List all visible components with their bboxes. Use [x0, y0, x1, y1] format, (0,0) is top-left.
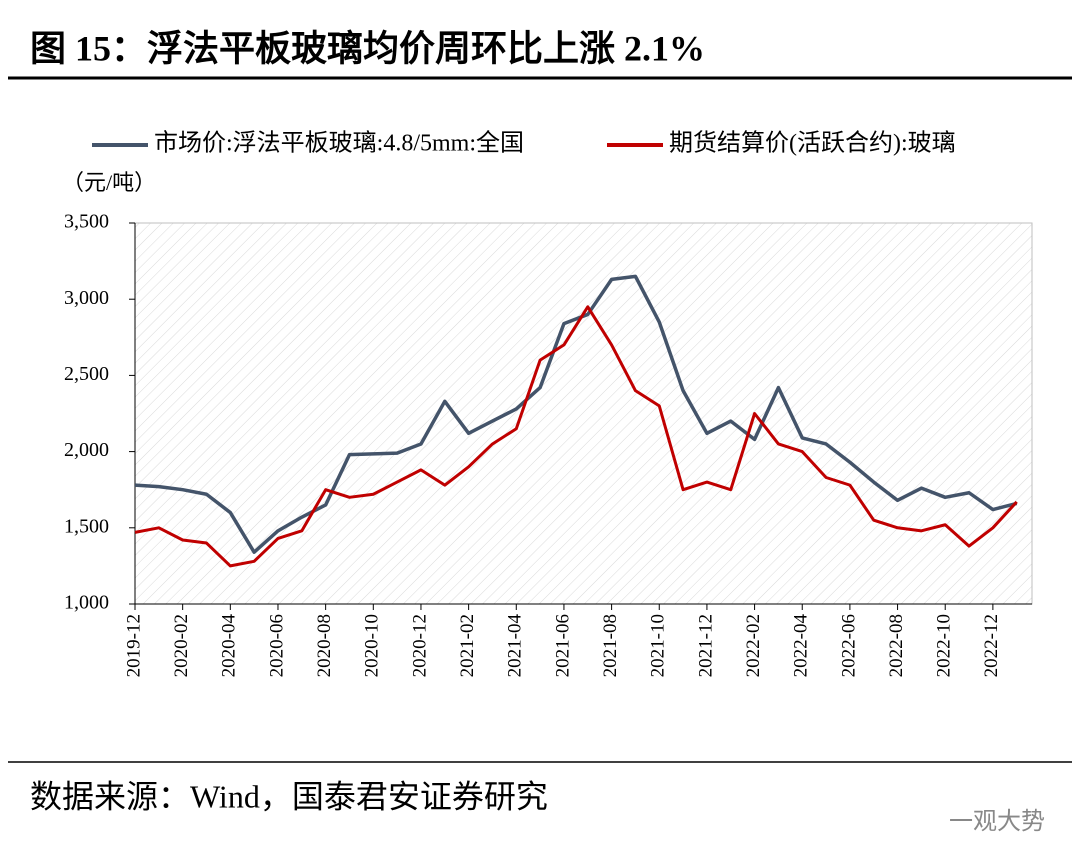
y-tick-label: 2,500 [64, 363, 109, 385]
x-tick-label: 2022-06 [838, 614, 859, 677]
x-tick-label: 2022-12 [981, 614, 1002, 677]
x-tick-label: 2020-10 [362, 614, 383, 677]
chart-title: 图 15：浮法平板玻璃均价周环比上涨 2.1% [30, 28, 705, 68]
series-line [134, 305, 1018, 568]
y-tick-label: 3,500 [64, 211, 109, 233]
x-tick-label: 2021-06 [552, 614, 573, 677]
source: 数据来源：Wind，国泰君安证券研究 [30, 778, 548, 814]
x-tick-label: 2022-10 [934, 614, 955, 677]
x-tick-label: 2020-12 [409, 614, 430, 677]
x-tick-label: 2021-12 [695, 614, 716, 677]
x-tick-label: 2019-12 [123, 614, 144, 677]
y-axis-label: （元/吨） [62, 170, 156, 195]
x-tick-label: 2022-04 [791, 614, 812, 678]
x-tick-label: 2021-02 [457, 614, 478, 677]
y-tick-label: 2,000 [64, 439, 109, 461]
x-tick-label: 2021-10 [648, 614, 669, 677]
y-tick-label: 3,000 [64, 287, 109, 309]
x-tick-label: 2022-08 [886, 614, 907, 677]
series-line [134, 274, 1018, 554]
legend-label: 市场价:浮法平板玻璃:4.8/5mm:全国 [154, 130, 524, 157]
x-tick-label: 2020-08 [314, 614, 335, 677]
x-tick-label: 2020-06 [266, 614, 287, 677]
x-tick-label: 2021-08 [600, 614, 621, 677]
x-tick-label: 2022-02 [743, 614, 764, 677]
watermark: 一观大势 [949, 807, 1045, 835]
x-tick-label: 2020-02 [171, 614, 192, 677]
x-tick-label: 2021-04 [505, 614, 526, 678]
y-tick-label: 1,000 [64, 592, 109, 614]
y-tick-label: 1,500 [64, 515, 109, 537]
legend-label: 期货结算价(活跃合约):玻璃 [669, 130, 956, 157]
x-tick-label: 2020-04 [219, 614, 240, 678]
